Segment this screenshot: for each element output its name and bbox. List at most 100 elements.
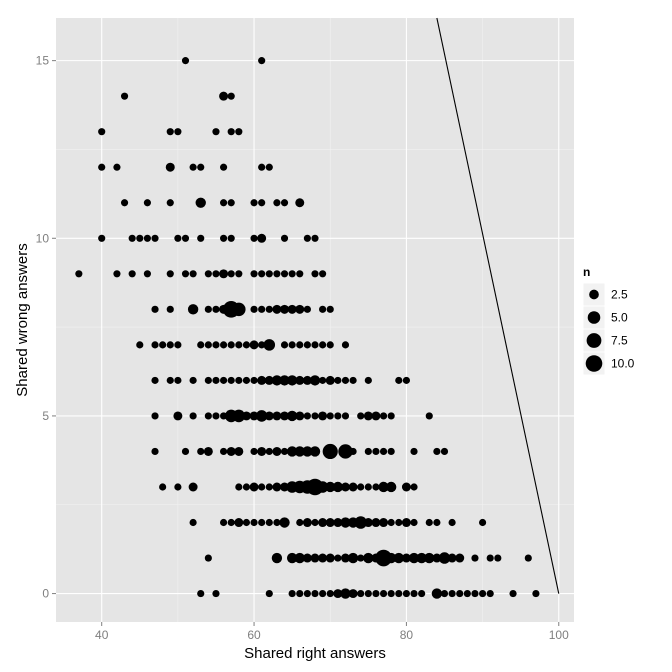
data-point (220, 447, 228, 456)
data-point (371, 411, 381, 421)
y-axis-ticks: 0 5 10 15 (36, 54, 56, 601)
x-axis-title: Shared right answers (244, 645, 386, 662)
data-point (311, 341, 319, 349)
data-point (263, 339, 276, 351)
data-point (431, 588, 443, 599)
data-point (410, 589, 418, 598)
data-point (440, 447, 449, 456)
data-point (447, 553, 457, 563)
data-point (432, 553, 442, 563)
legend-label: 7.5 (611, 334, 628, 348)
data-point (232, 409, 246, 423)
y-tick-label: 15 (36, 54, 50, 68)
legend-key-symbol (589, 289, 599, 300)
data-point (280, 199, 289, 207)
data-point (418, 589, 426, 598)
data-point (234, 446, 244, 456)
data-point (463, 589, 471, 598)
data-point (325, 481, 336, 493)
data-point (271, 552, 283, 564)
data-point (272, 411, 282, 421)
data-point (280, 411, 290, 421)
data-point (532, 589, 540, 598)
data-point (288, 341, 296, 349)
data-point (249, 482, 259, 492)
data-point (387, 518, 395, 527)
data-point (258, 270, 266, 278)
data-point (294, 446, 305, 457)
data-point (332, 481, 344, 493)
data-point (166, 128, 174, 136)
data-point (257, 233, 267, 243)
data-point (364, 376, 372, 384)
data-point (128, 270, 136, 278)
data-point (325, 375, 335, 385)
y-tick-label: 10 (36, 231, 50, 245)
data-point (486, 589, 494, 598)
data-point (181, 234, 190, 242)
data-point (438, 552, 451, 564)
data-point (471, 554, 479, 562)
data-point (310, 553, 320, 563)
data-point (197, 234, 205, 242)
data-point (181, 447, 190, 456)
data-point (212, 412, 220, 420)
data-point (303, 412, 311, 420)
data-point (325, 553, 335, 563)
data-point (197, 341, 205, 349)
data-point (303, 305, 311, 313)
data-point (273, 199, 281, 207)
data-point (479, 589, 487, 598)
data-point (174, 376, 182, 384)
data-point (212, 270, 220, 278)
data-point (242, 376, 251, 384)
data-point (280, 482, 290, 492)
data-point (280, 447, 289, 456)
data-point (424, 552, 435, 564)
data-point (319, 270, 327, 278)
data-point (319, 589, 327, 598)
data-point (401, 553, 411, 563)
size-legend: n 2.5 5.0 7.5 10.0 (582, 265, 635, 376)
data-point (326, 341, 334, 349)
data-point (322, 443, 338, 460)
x-axis-ticks: 40 60 80 100 (95, 622, 569, 642)
x-tick-label: 60 (247, 628, 261, 642)
data-point (166, 270, 174, 278)
data-point (241, 411, 251, 421)
data-point (318, 411, 328, 421)
data-point (249, 340, 259, 350)
data-point (395, 518, 403, 527)
data-point (120, 92, 129, 100)
data-point (340, 553, 350, 563)
data-point (440, 589, 449, 598)
data-point (212, 128, 220, 136)
data-point (258, 341, 266, 349)
data-point (250, 447, 258, 456)
data-point (318, 553, 328, 563)
data-point (227, 376, 235, 384)
data-point (220, 199, 228, 207)
legend-label: 5.0 (611, 311, 628, 325)
data-point (249, 411, 259, 421)
data-point (387, 447, 395, 456)
data-point (204, 341, 212, 349)
data-point (334, 412, 342, 420)
data-point (143, 199, 151, 207)
data-point (188, 482, 198, 492)
data-point (340, 482, 350, 492)
data-point (280, 304, 290, 314)
data-point (379, 518, 389, 528)
data-point (220, 163, 228, 171)
data-point (128, 234, 136, 242)
data-point (174, 128, 182, 136)
data-point (227, 518, 235, 527)
data-point (250, 270, 258, 278)
data-point (425, 412, 433, 420)
data-point (273, 270, 281, 278)
data-point (250, 234, 258, 242)
data-point (408, 552, 420, 564)
data-point (363, 552, 374, 564)
data-point (204, 376, 212, 384)
data-point (272, 446, 282, 456)
